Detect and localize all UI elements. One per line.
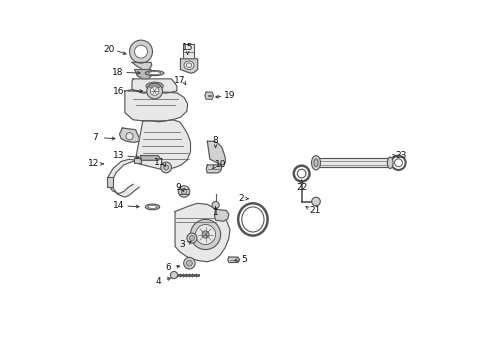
Circle shape <box>171 271 177 279</box>
Text: 19: 19 <box>224 91 236 100</box>
Text: 14: 14 <box>113 201 124 210</box>
Text: 9: 9 <box>176 183 181 192</box>
Circle shape <box>187 233 197 243</box>
Circle shape <box>312 197 320 206</box>
Polygon shape <box>316 158 390 167</box>
Polygon shape <box>132 79 177 93</box>
Text: 3: 3 <box>179 240 185 249</box>
Bar <box>183 44 194 59</box>
Ellipse shape <box>148 206 157 208</box>
Text: 13: 13 <box>113 151 124 160</box>
Ellipse shape <box>388 157 393 168</box>
Text: 11: 11 <box>154 158 166 167</box>
Polygon shape <box>136 120 191 169</box>
Text: 8: 8 <box>213 136 219 145</box>
Text: 4: 4 <box>155 276 161 285</box>
Text: 7: 7 <box>92 133 98 142</box>
Ellipse shape <box>146 82 163 90</box>
Polygon shape <box>206 165 221 173</box>
Text: 20: 20 <box>103 45 115 54</box>
Text: 22: 22 <box>296 183 307 192</box>
Ellipse shape <box>146 71 164 76</box>
Ellipse shape <box>148 72 161 75</box>
Circle shape <box>147 83 163 99</box>
Polygon shape <box>228 257 240 262</box>
Polygon shape <box>132 62 152 69</box>
Circle shape <box>161 162 171 173</box>
Text: 16: 16 <box>113 86 124 95</box>
Bar <box>107 177 113 187</box>
Circle shape <box>150 87 159 95</box>
Text: 2: 2 <box>239 194 244 203</box>
Polygon shape <box>180 59 197 73</box>
Circle shape <box>181 189 187 194</box>
Circle shape <box>190 235 195 240</box>
Polygon shape <box>135 69 151 79</box>
Text: 1: 1 <box>213 208 219 217</box>
Polygon shape <box>207 141 225 165</box>
Ellipse shape <box>312 156 320 170</box>
Polygon shape <box>120 128 139 142</box>
Circle shape <box>129 40 152 63</box>
Bar <box>134 158 141 163</box>
Polygon shape <box>140 156 160 160</box>
Text: 18: 18 <box>112 68 123 77</box>
Ellipse shape <box>314 159 318 167</box>
Ellipse shape <box>184 61 194 69</box>
Ellipse shape <box>149 84 160 89</box>
Circle shape <box>178 186 190 197</box>
Text: 5: 5 <box>242 255 247 264</box>
Text: 17: 17 <box>174 76 186 85</box>
Ellipse shape <box>146 204 160 210</box>
Text: 12: 12 <box>88 159 99 168</box>
Circle shape <box>196 225 216 244</box>
Circle shape <box>135 45 147 58</box>
Circle shape <box>187 260 192 266</box>
Circle shape <box>126 133 133 140</box>
Polygon shape <box>108 159 139 197</box>
Polygon shape <box>215 210 229 221</box>
Polygon shape <box>175 203 230 262</box>
Text: 15: 15 <box>182 43 194 52</box>
Polygon shape <box>205 92 214 99</box>
Circle shape <box>212 202 219 209</box>
Polygon shape <box>125 90 188 122</box>
Circle shape <box>202 231 209 238</box>
Text: 23: 23 <box>395 151 407 160</box>
Text: 10: 10 <box>215 160 226 169</box>
Text: 21: 21 <box>309 206 320 215</box>
Circle shape <box>191 220 220 249</box>
Text: 6: 6 <box>165 264 171 273</box>
Circle shape <box>184 257 195 269</box>
Circle shape <box>164 165 169 170</box>
